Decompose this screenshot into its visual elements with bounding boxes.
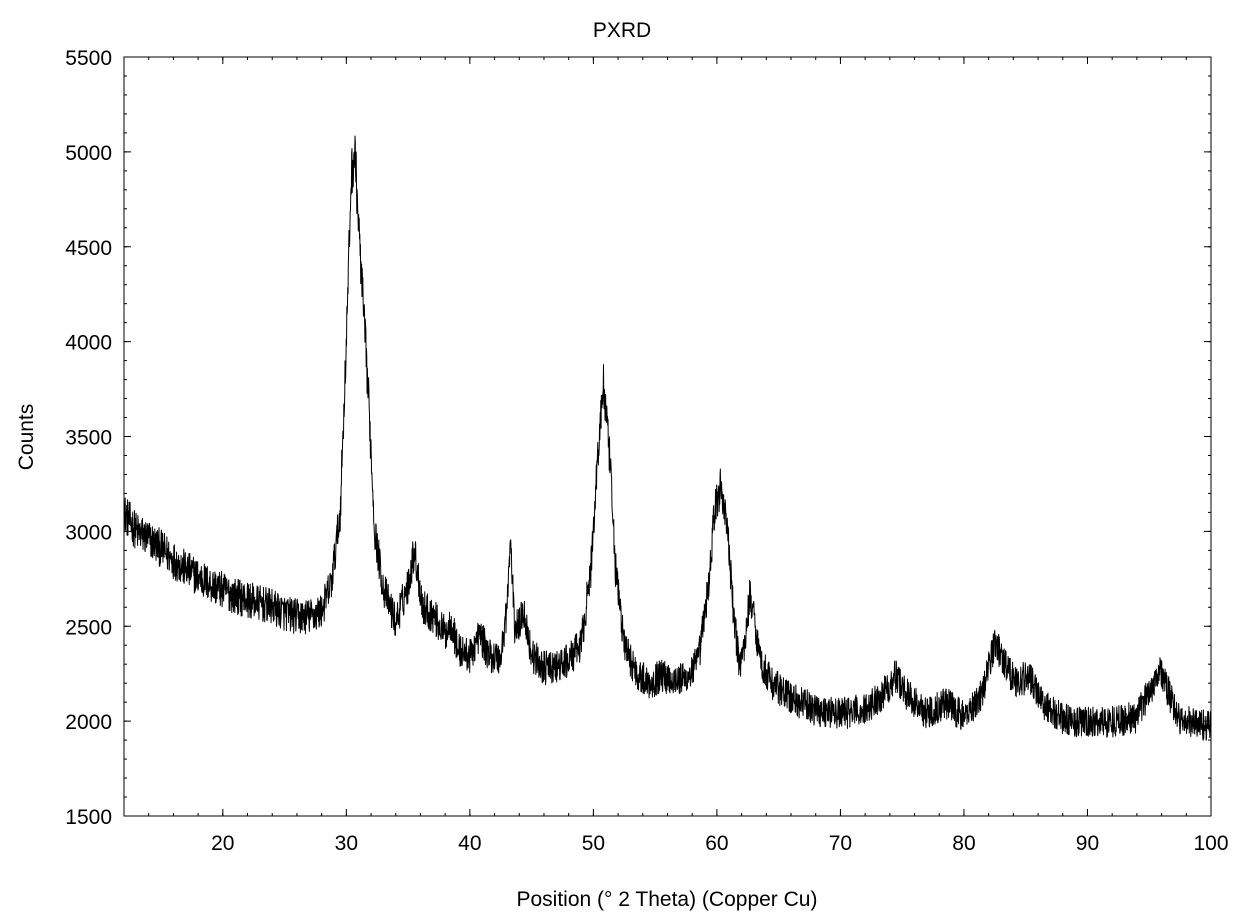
y-tick-label: 4000 <box>65 332 112 355</box>
y-tick-label: 3000 <box>65 521 112 544</box>
y-axis-label: Counts <box>15 404 38 471</box>
x-tick-label: 50 <box>582 832 605 855</box>
y-tick-label: 5500 <box>65 47 112 70</box>
x-tick-label: 70 <box>829 832 852 855</box>
y-tick-label: 2500 <box>65 616 112 639</box>
x-axis-label: Position (° 2 Theta) (Copper Cu) <box>517 888 818 911</box>
y-tick-label: 4500 <box>65 237 112 260</box>
x-tick-label: 40 <box>458 832 481 855</box>
x-tick-label: 80 <box>952 832 975 855</box>
x-tick-labels: 20 30 40 50 60 70 80 90 100 <box>211 832 1228 855</box>
pxrd-trace <box>123 135 1212 741</box>
x-tick-label: 60 <box>705 832 728 855</box>
chart-title: PXRD <box>593 19 651 42</box>
y-tick-label: 2000 <box>65 711 112 734</box>
x-tick-label: 30 <box>335 832 358 855</box>
y-tick-label: 3500 <box>65 427 112 450</box>
plot-area <box>123 135 1212 741</box>
x-tick-label: 90 <box>1076 832 1099 855</box>
x-tick-label: 100 <box>1193 832 1228 855</box>
y-tick-label: 5000 <box>65 142 112 165</box>
y-tick-labels: 1500 2000 2500 3000 3500 4000 4500 5000 5500 <box>65 47 112 829</box>
x-tick-label: 20 <box>211 832 234 855</box>
major-ticks <box>124 56 1212 817</box>
y-tick-label: 1500 <box>65 806 112 829</box>
